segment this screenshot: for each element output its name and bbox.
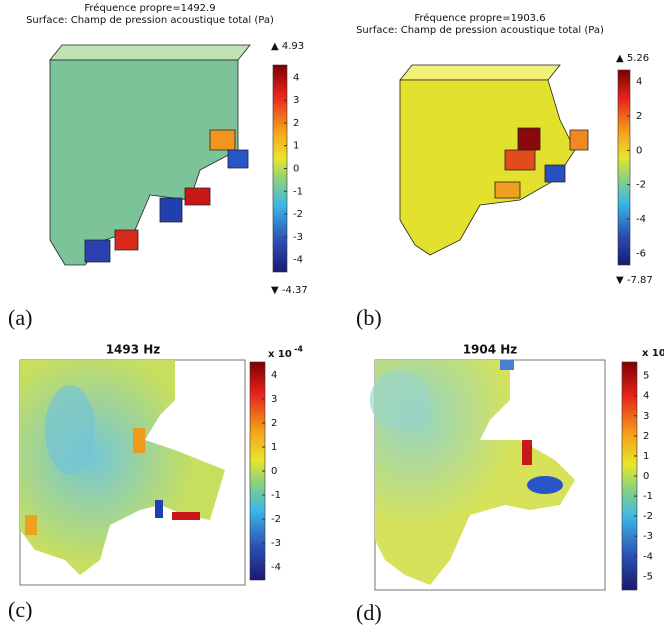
colorbar-tick-label: 3 <box>293 95 299 106</box>
panel-label: (a) <box>8 305 32 330</box>
colorbar-tick-label: 4 <box>293 72 299 83</box>
colorbar-tick-label: 4 <box>636 77 642 88</box>
colorbar-tick-label: -2 <box>643 511 653 522</box>
colorbar <box>617 69 631 266</box>
colorbar-tick-label: 1 <box>293 141 299 152</box>
colorbar-tick-label: 0 <box>636 145 642 156</box>
colorbar-tick-label: 4 <box>271 370 277 381</box>
colorbar-tick-label: -4 <box>643 551 653 562</box>
colorbar-tick-label: 2 <box>293 118 299 129</box>
mesh-b <box>399 64 589 256</box>
colorbar-tick-label: 1 <box>271 442 277 453</box>
colorbar-tick-label: -6 <box>636 248 646 259</box>
colorbar-tick-label: -3 <box>643 531 653 542</box>
colorbar-tick-label: 5 <box>643 371 649 382</box>
colorbar-tick-label: 0 <box>293 164 299 175</box>
panel-label: (b) <box>356 305 382 330</box>
colorbar-tick-label: 4 <box>643 391 649 402</box>
colorbar-tick-label: -4 <box>293 255 303 266</box>
colorbar-tick-label: -1 <box>293 186 303 197</box>
colorbar-tick-label: -2 <box>293 209 303 220</box>
panel-label: (d) <box>356 600 382 625</box>
panel-title: Fréquence propre=1492.9 <box>84 2 215 14</box>
panel-label: (c) <box>8 597 32 622</box>
panel-title: Surface: Champ de pression acoustique to… <box>356 25 604 36</box>
colorbar-max: ▲ 5.26 <box>616 53 649 64</box>
colorbar-tick-label: 3 <box>271 394 277 405</box>
colorbar-tick-label: -4 <box>636 214 646 225</box>
colorbar-tick-label: -1 <box>643 491 653 502</box>
colorbar-tick-label: -5 <box>643 571 653 582</box>
panel-title: 1904 Hz <box>463 343 518 357</box>
colorbar-exponent: -4 <box>294 345 303 354</box>
colorbar-tick-label: -3 <box>271 538 281 549</box>
colorbar-min: ▼ -4.37 <box>271 285 308 296</box>
colorbar-tick-label: -2 <box>271 514 281 525</box>
panel-title: Surface: Champ de pression acoustique to… <box>26 15 274 26</box>
colorbar-tick-label: 2 <box>643 431 649 442</box>
colorbar-scale: x 10 <box>268 349 292 360</box>
panel-title: 1493 Hz <box>106 343 161 357</box>
colorbar-tick-label: -3 <box>293 232 303 243</box>
colorbar-tick-label: -4 <box>271 562 281 573</box>
colorbar-tick-label: 2 <box>636 111 642 122</box>
map-d <box>370 359 606 591</box>
colorbar-tick-label: -1 <box>271 490 281 501</box>
colorbar-tick-label: 0 <box>271 466 277 477</box>
panel-title: Fréquence propre=1903.6 <box>414 12 545 24</box>
colorbar-max: ▲ 4.93 <box>271 41 304 52</box>
colorbar-scale: x 10 <box>642 348 664 359</box>
colorbar-tick-label: 0 <box>643 471 649 482</box>
mesh-a <box>49 44 251 266</box>
colorbar-tick-label: -2 <box>636 180 646 191</box>
colorbar-tick-label: 1 <box>643 451 649 462</box>
colorbar-tick-label: 2 <box>271 418 277 429</box>
colorbar-min: ▼ -7.87 <box>616 275 653 286</box>
map-c <box>19 359 246 586</box>
colorbar-tick-label: 3 <box>643 411 649 422</box>
